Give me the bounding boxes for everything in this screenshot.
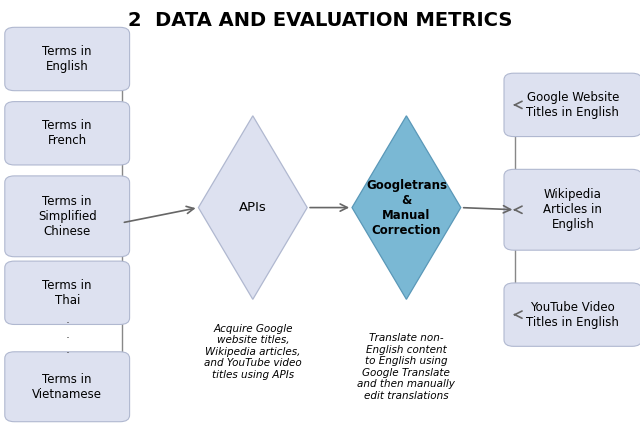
FancyBboxPatch shape — [4, 261, 130, 324]
Text: YouTube Video
Titles in English: YouTube Video Titles in English — [526, 301, 620, 329]
FancyBboxPatch shape — [4, 27, 130, 91]
Text: Acquire Google
website titles,
Wikipedia articles,
and YouTube video
titles usin: Acquire Google website titles, Wikipedia… — [204, 323, 301, 380]
Text: Terms in
French: Terms in French — [42, 119, 92, 147]
Text: Translate non-
English content
to English using
Google Translate
and then manual: Translate non- English content to Englis… — [358, 333, 455, 401]
Text: APIs: APIs — [239, 201, 267, 214]
Text: Terms in
Vietnamese: Terms in Vietnamese — [32, 373, 102, 401]
Text: Googletrans
&
Manual
Correction: Googletrans & Manual Correction — [366, 179, 447, 236]
Text: Google Website
Titles in English: Google Website Titles in English — [526, 91, 620, 119]
Text: ·
·
·: · · · — [65, 317, 69, 360]
FancyBboxPatch shape — [4, 102, 130, 165]
Text: 2  DATA AND EVALUATION METRICS: 2 DATA AND EVALUATION METRICS — [128, 11, 512, 30]
FancyBboxPatch shape — [4, 176, 130, 257]
FancyBboxPatch shape — [504, 73, 640, 136]
Text: Wikipedia
Articles in
English: Wikipedia Articles in English — [543, 188, 602, 231]
Polygon shape — [352, 116, 461, 299]
FancyBboxPatch shape — [504, 169, 640, 250]
Text: Terms in
Simplified
Chinese: Terms in Simplified Chinese — [38, 195, 97, 238]
Text: Terms in
English: Terms in English — [42, 45, 92, 73]
FancyBboxPatch shape — [504, 283, 640, 346]
FancyBboxPatch shape — [4, 352, 130, 422]
Polygon shape — [198, 116, 307, 299]
Text: Terms in
Thai: Terms in Thai — [42, 279, 92, 307]
